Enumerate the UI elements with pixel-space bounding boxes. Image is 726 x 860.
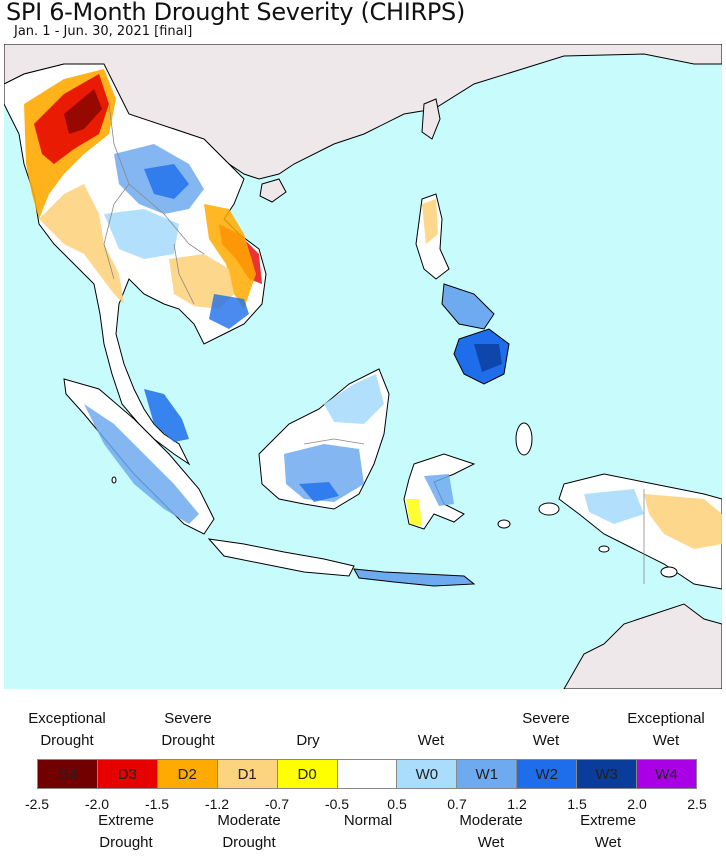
legend-swatch-w0: W0: [397, 760, 458, 788]
legend-swatch-d2: D2: [157, 760, 218, 788]
wet-zone-sulawesi-w1: [424, 474, 454, 506]
hainan-landmass: [259, 178, 287, 203]
drought-zone-newguinea-d1: [644, 494, 722, 549]
legend-label-severe-drought: Severe Drought: [161, 710, 215, 749]
legend-label-extreme-wet: Extreme Wet: [580, 812, 636, 851]
taiwan-landmass: [421, 98, 441, 140]
legend-label-exceptional-drought: Exceptional Drought: [28, 710, 106, 749]
wet-zone-laos-w2: [144, 164, 189, 199]
legend-swatch-w3: W3: [577, 760, 638, 788]
wet-zone-sumatra-w1: [84, 404, 199, 524]
legend-tick-label: 0.7: [447, 796, 467, 812]
country-borders: [103, 103, 645, 584]
wet-zone-borneo-w2: [299, 482, 339, 502]
legend-swatch-d4: D4: [38, 760, 98, 788]
wet-zone-thailand-w0: [104, 209, 179, 259]
legend-label-normal: Normal: [343, 812, 393, 829]
sulawesi-landmass: [403, 453, 476, 530]
legend-swatch-d3: D3: [97, 760, 158, 788]
legend-tick-label: 2.5: [687, 796, 707, 812]
legend-tick-label: -0.5: [324, 796, 350, 812]
minor-islands: [111, 422, 678, 578]
legend-swatch-normal: [337, 760, 398, 788]
legend-tick-label: 1.5: [567, 796, 587, 812]
legend-color-bar: D4 D3 D2 D1 D0 W0 W1 W2 W3 W4: [37, 759, 697, 789]
legend-swatch-d0: D0: [277, 760, 338, 788]
legend-swatch-w4: W4: [637, 760, 696, 788]
drought-zone-luzon-d1: [422, 199, 438, 244]
legend-label-wet: Wet: [417, 732, 445, 749]
legend-tick-label: 2.0: [627, 796, 647, 812]
map-svg: [4, 44, 722, 689]
visayas-landmass: [441, 283, 495, 330]
legend-label-dry: Dry: [296, 732, 320, 749]
map-subtitle: Jan. 1 - Jun. 30, 2021 [final]: [14, 24, 193, 39]
wet-zone-malaysia-w2: [144, 389, 189, 442]
legend-label-moderate-drought: Moderate Drought: [217, 812, 281, 851]
legend-swatch-d1: D1: [217, 760, 278, 788]
wet-zone-sabah-w0: [324, 374, 384, 424]
legend-tick-label: -1.5: [144, 796, 170, 812]
legend-label-severe-wet: Severe Wet: [522, 710, 570, 749]
legend-tick-label: -2.5: [24, 796, 50, 812]
legend-label-exceptional-wet: Exceptional Wet: [627, 710, 705, 749]
drought-zone-myanmar-d4: [64, 89, 102, 134]
legend-swatch-w1: W1: [457, 760, 518, 788]
legend-tick-label: 1.2: [507, 796, 527, 812]
legend-tick-label: 0.5: [387, 796, 407, 812]
java-landmass: [207, 538, 355, 577]
drought-zone-sulawesi-d0: [406, 499, 422, 526]
lesser-sunda-landmass: [353, 568, 476, 587]
drought-zone-myanmar-d1: [39, 184, 124, 304]
wet-zone-newguinea-w0: [584, 489, 644, 524]
legend-swatch-w2: W2: [517, 760, 578, 788]
legend-tick-label: -1.2: [204, 796, 230, 812]
map-panel: [4, 44, 722, 689]
legend-label-extreme-drought: Extreme Drought: [98, 812, 154, 851]
drought-zone-vietnam-d2: [204, 204, 256, 309]
legend-label-moderate-wet: Moderate Wet: [459, 812, 523, 851]
legend-tick-label: -0.7: [264, 796, 290, 812]
legend: Exceptional Drought Severe Drought Dry Wet…: [0, 700, 726, 860]
map-title: SPI 6-Month Drought Severity (CHIRPS): [6, 0, 466, 26]
australia-landmass: [563, 603, 722, 689]
wet-zone-mindanao-w3: [474, 344, 502, 372]
wet-zone-south-vietnam-w2: [209, 294, 249, 329]
legend-tick-label: -2.0: [84, 796, 110, 812]
